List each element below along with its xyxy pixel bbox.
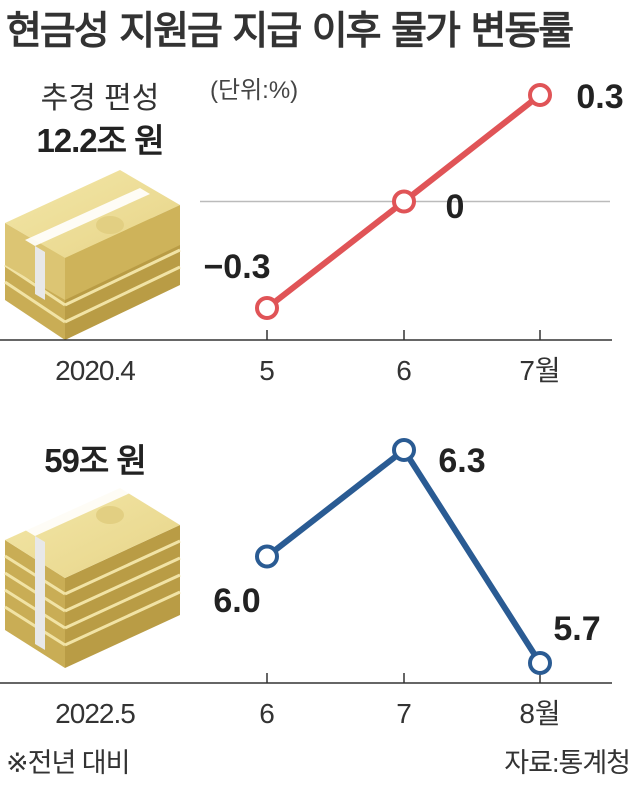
chart-title: 현금성 지원금 지급 이후 물가 변동률: [6, 9, 574, 54]
x-tick-label-bottom-1: 6: [259, 698, 275, 729]
data-point-bottom-3: [528, 651, 552, 675]
data-label-bottom-1: 6.0: [213, 582, 260, 620]
money-stack-icon-bottom: [4, 478, 181, 668]
x-tick-label-top-3: 7월: [519, 355, 560, 386]
period-label-top: 2020.4: [55, 355, 135, 386]
data-label-bottom-2: 6.3: [438, 442, 485, 480]
source-note: 자료:통계청: [504, 748, 630, 778]
footnote: ※전년 대비: [6, 748, 129, 778]
data-label-bottom-3: 5.7: [553, 610, 600, 648]
data-label-top-2: 0: [446, 188, 465, 226]
data-label-top-3: 0.3: [576, 78, 623, 116]
period-label-bottom: 2022.5: [55, 698, 135, 729]
x-tick-label-bottom-2: 7: [396, 698, 412, 729]
money-stack-icon-top: [4, 170, 181, 340]
x-tick-label-top-1: 5: [259, 355, 275, 386]
budget-label-top: 추경 편성: [41, 82, 160, 115]
unit-note: (단위:%): [210, 77, 298, 104]
data-point-bottom-1: [255, 544, 279, 569]
x-tick-label-bottom-3: 8월: [519, 698, 560, 729]
series-line-bottom: [265, 447, 543, 665]
data-point-top-3: [528, 83, 552, 107]
budget-amount-bottom: 59조 원: [44, 442, 146, 479]
data-label-top-1: −0.3: [203, 248, 270, 286]
x-tick-label-top-2: 6: [396, 355, 412, 386]
budget-amount-top: 12.2조 원: [36, 122, 163, 159]
data-point-top-1: [255, 296, 279, 320]
data-point-bottom-2: [392, 438, 416, 462]
data-point-top-2: [392, 189, 416, 214]
